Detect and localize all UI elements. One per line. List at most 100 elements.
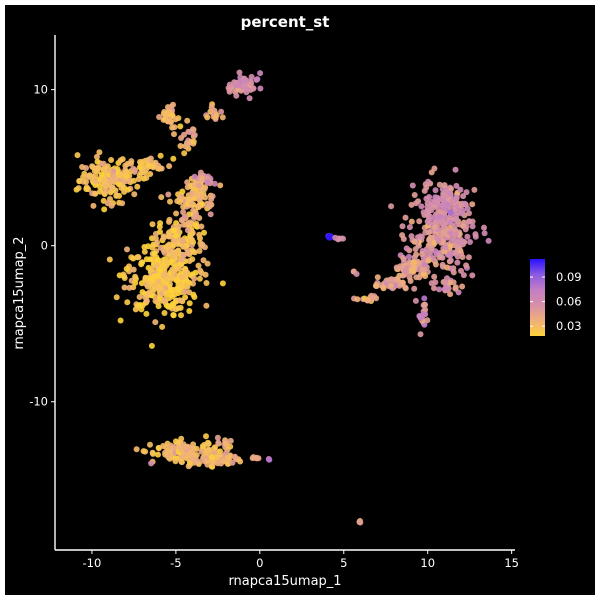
cell-point [138, 260, 145, 266]
cell-point [170, 101, 176, 108]
cell-point [424, 317, 431, 324]
cell-point [132, 273, 139, 280]
cell-point [442, 244, 449, 251]
cell-point [208, 196, 215, 203]
cell-point [218, 108, 225, 115]
cell-point [160, 233, 167, 240]
cell-point [157, 152, 164, 159]
cell-point [155, 278, 162, 285]
cell-point [447, 209, 454, 216]
cell-point [417, 331, 424, 338]
cell-point [340, 235, 346, 242]
cell-point [459, 283, 466, 290]
cell-point [183, 455, 190, 462]
cell-point [124, 246, 130, 253]
cell-point [130, 266, 137, 273]
cell-point [164, 242, 171, 249]
cell-point [101, 206, 108, 213]
cell-point [179, 256, 185, 263]
cell-point [153, 262, 160, 269]
cell-point [432, 194, 439, 201]
cell-point [169, 249, 176, 256]
cell-point [179, 274, 186, 281]
cell-point [452, 284, 459, 291]
cell-point [196, 248, 203, 254]
cell-point [248, 73, 255, 80]
cell-point [159, 323, 166, 330]
cell-point [93, 153, 100, 160]
cell-point [465, 254, 472, 261]
cell-point [481, 230, 488, 237]
cell-point [152, 319, 159, 326]
cell-point [199, 443, 206, 450]
cell-point [179, 188, 186, 195]
cell-point [148, 266, 155, 273]
cell-point [219, 280, 226, 287]
cell-point [172, 438, 179, 445]
cell-point [108, 157, 115, 163]
cell-point [175, 223, 182, 230]
cell-point [196, 275, 203, 282]
cell-point [447, 190, 454, 197]
cell-point [459, 254, 466, 260]
cell-point [107, 196, 113, 202]
cell-point [178, 459, 185, 466]
cell-point [143, 256, 150, 263]
cell-point [200, 257, 207, 264]
cell-point [388, 203, 395, 210]
cell-point [439, 261, 446, 268]
cell-point [198, 223, 205, 230]
cell-point [406, 224, 413, 231]
cell-point [467, 239, 473, 245]
cell-point [186, 308, 193, 314]
cell-point [98, 171, 105, 178]
cell-point [191, 132, 198, 138]
cell-point [387, 282, 394, 289]
cell-point [193, 452, 200, 458]
cell-point [172, 458, 179, 465]
cell-point [191, 173, 198, 180]
cell-point [424, 200, 431, 207]
cell-point [124, 299, 131, 306]
cell-point [188, 236, 195, 243]
data-points [73, 69, 492, 526]
cell-point [115, 181, 122, 188]
cell-point [214, 460, 221, 467]
color-legend: 0.03 0.06 0.09 [530, 259, 582, 336]
cell-point [195, 262, 202, 269]
cell-point [141, 248, 148, 255]
cell-point [464, 233, 471, 240]
cell-point [428, 245, 435, 252]
cell-point [212, 444, 218, 451]
cell-point [170, 312, 177, 319]
cell-point [447, 229, 454, 236]
cell-point [157, 267, 164, 274]
cell-point [325, 234, 332, 240]
cell-point [151, 250, 158, 257]
cell-point [166, 163, 173, 170]
x-axis-label: rnapca15umap_1 [228, 574, 341, 589]
cell-point [408, 201, 415, 208]
cell-point [141, 244, 148, 250]
cell-point [444, 201, 451, 208]
cell-point [255, 455, 262, 462]
cell-point [420, 311, 427, 318]
cell-point [257, 85, 264, 92]
cell-point [416, 274, 423, 281]
cell-point [413, 200, 420, 207]
cell-point [453, 212, 460, 219]
cell-point [162, 451, 169, 458]
cell-point [186, 258, 193, 264]
cell-point [123, 168, 130, 175]
cell-point [380, 285, 387, 292]
cell-point [242, 78, 249, 85]
cell-point [149, 221, 156, 228]
cell-point [436, 286, 443, 293]
cell-point [204, 260, 211, 267]
cell-point [156, 114, 163, 120]
cell-point [458, 202, 465, 209]
cell-point [191, 445, 198, 452]
y-tick-label: 10 [33, 83, 48, 97]
cell-point [152, 159, 159, 166]
